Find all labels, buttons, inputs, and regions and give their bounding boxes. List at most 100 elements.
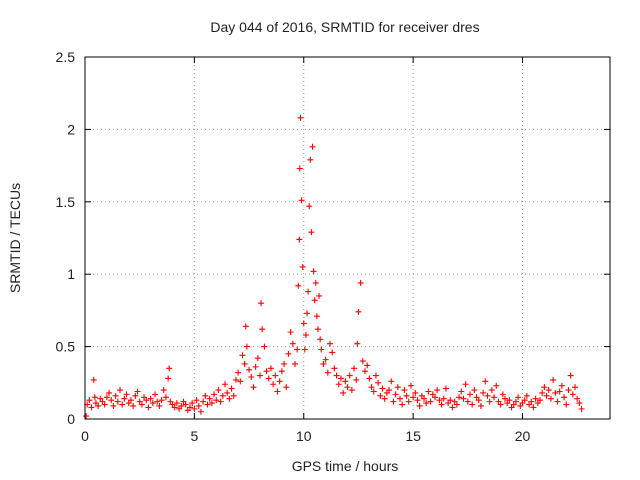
data-point [348,387,355,394]
data-point [130,402,137,409]
data-point [392,391,399,398]
data-point [440,395,447,402]
data-point [127,397,134,404]
data-point [394,384,401,391]
data-point [289,340,296,347]
x-tick-label: 20 [515,428,531,444]
data-point [333,372,340,379]
data-point [543,392,550,399]
data-point [567,372,574,379]
x-axis-label: GPS time / hours [292,458,399,474]
data-point [342,378,349,385]
data-point [434,387,441,394]
data-point [138,401,145,408]
data-point [226,395,233,402]
data-point [117,387,123,394]
data-point [477,402,484,409]
data-point [228,385,235,392]
data-point [569,391,576,398]
data-point [502,395,508,402]
data-point [469,401,476,408]
data-point [412,389,419,396]
data-point [88,404,95,411]
data-point [165,375,172,382]
data-point [366,375,373,382]
data-point [425,388,432,395]
data-point [145,404,152,411]
data-point [377,392,384,399]
y-tick-label: 0.5 [56,339,76,355]
data-point [438,401,445,408]
data-point [335,381,342,388]
data-point [375,379,382,386]
data-point [200,398,207,405]
data-point [421,395,428,402]
x-tick-label: 5 [190,428,198,444]
data-point [306,203,313,210]
data-point [324,369,331,376]
data-point [261,343,268,350]
data-point [407,382,414,389]
data-point [202,392,209,399]
data-point [272,372,279,379]
data-point [300,320,307,327]
data-point [217,398,224,405]
data-point [295,282,302,289]
data-point [242,323,249,330]
data-point [276,378,283,385]
data-point [416,402,423,409]
data-point [308,229,315,236]
data-point [265,375,272,382]
data-point [351,365,358,372]
data-point [344,384,351,391]
data-point [90,376,97,383]
data-point [110,402,117,409]
data-point [91,394,98,401]
data-point [322,356,329,363]
data-point [491,394,498,401]
data-point [528,398,535,405]
data-point [206,395,213,402]
data-point [362,368,368,375]
data-point [270,381,277,388]
data-point [530,404,537,411]
data-point [294,346,301,353]
data-point [359,358,366,365]
data-point [370,388,377,395]
y-tick-label: 2 [67,121,75,137]
data-point [561,394,568,401]
data-point [372,372,379,379]
data-point [346,372,353,379]
data-point [297,114,304,121]
data-point [576,400,583,407]
data-point [436,397,443,404]
y-tick-label: 2.5 [56,49,76,65]
data-point [213,397,220,404]
data-point [499,391,506,398]
data-point [123,391,130,398]
data-point [106,389,113,396]
data-point [354,340,361,347]
x-tick-label: 0 [81,428,89,444]
data-point [453,401,460,408]
data-point [283,384,290,391]
data-point [278,368,285,375]
data-point [329,349,336,356]
data-point [243,343,250,350]
data-point [143,397,150,404]
x-tick-label: 15 [405,428,421,444]
data-point [112,392,119,399]
data-point [480,389,487,396]
data-point [506,397,513,404]
data-point [554,398,561,405]
data-point [327,340,333,347]
data-point [187,404,193,411]
data-point [574,395,581,402]
y-tick-label: 0 [67,411,75,427]
data-point [314,326,321,333]
data-point [178,402,185,409]
data-point [521,397,528,404]
data-point [254,355,261,362]
data-point [182,401,189,408]
x-tick-label: 10 [296,428,312,444]
